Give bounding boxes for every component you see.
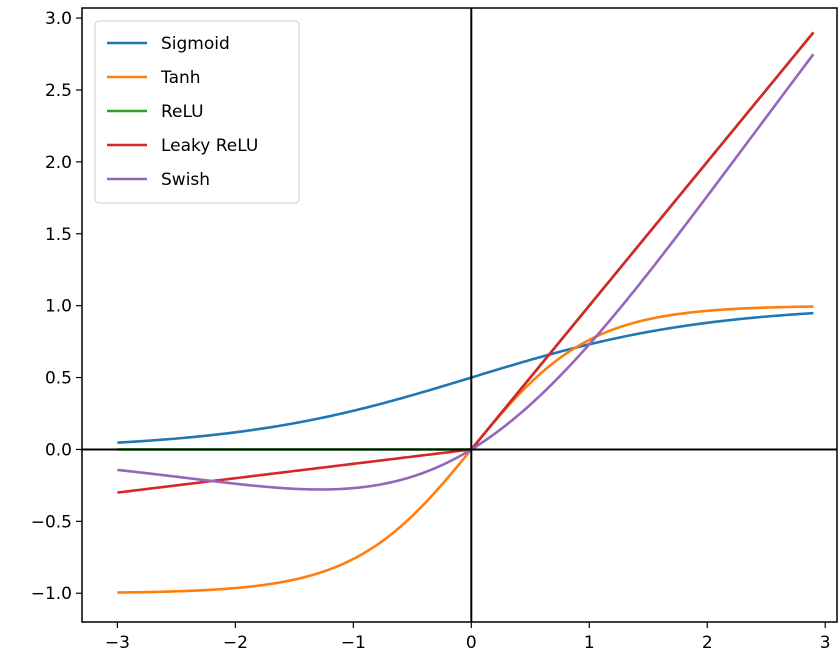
x-tick-label: −1 (341, 633, 366, 653)
plot-frame (81, 7, 838, 623)
y-tick-label: 2.0 (45, 153, 72, 173)
y-tick-label: −1.0 (31, 584, 72, 604)
x-tick-label: −2 (223, 633, 248, 653)
y-tick-label: 0.0 (45, 440, 72, 460)
legend-label: Sigmoid (161, 34, 230, 54)
legend: Sigmoid Tanh ReLU Leaky ReLU Swish (94, 20, 300, 204)
x-tick-label: 1 (584, 633, 595, 653)
legend-label: ReLU (161, 102, 204, 122)
axis-lines (82, 8, 837, 622)
y-tick-label: 3.0 (45, 9, 72, 29)
series-line-tanh (117, 305, 814, 594)
x-tick-label: 3 (820, 633, 831, 653)
y-tick-label: 1.5 (45, 225, 72, 245)
legend-label: Tanh (160, 68, 201, 88)
ticks-layer: −3 −2 −1 0 1 2 3 −1.0 −0.5 0.0 0.5 1.0 1.5 2.0 2.5 3.0 (31, 9, 831, 653)
x-tick-label: −3 (105, 633, 130, 653)
y-tick-label: 1.0 (45, 297, 72, 317)
series-line-sigmoid (117, 311, 814, 444)
legend-box (94, 20, 300, 204)
y-tick-label: 0.5 (45, 369, 72, 389)
y-tick-label: 2.5 (45, 81, 72, 101)
x-tick-label: 2 (702, 633, 713, 653)
series-line-swish (117, 53, 815, 491)
x-tick-label: 0 (466, 633, 477, 653)
legend-label: Swish (161, 170, 210, 190)
legend-label: Leaky ReLU (161, 136, 258, 156)
y-tick-label: −0.5 (31, 512, 72, 532)
